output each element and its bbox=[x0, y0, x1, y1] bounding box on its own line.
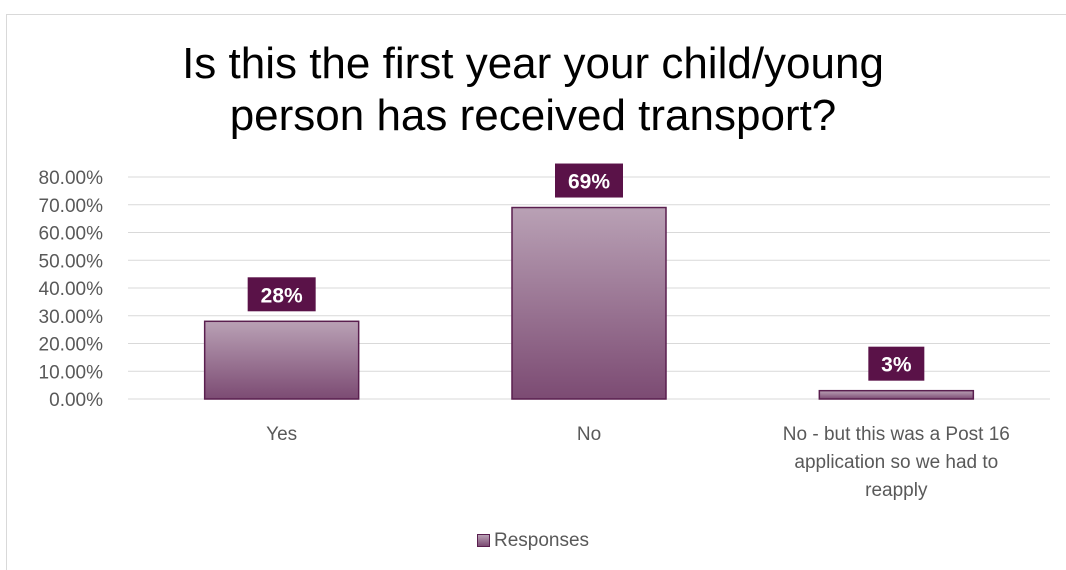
y-tick-label: 20.00% bbox=[39, 335, 104, 356]
legend-label: Responses bbox=[493, 530, 590, 551]
chart-title-line-1: Is this the first year your child/young bbox=[182, 39, 884, 88]
x-tick-label: reapply bbox=[865, 480, 928, 501]
x-tick-label: application so we had to bbox=[794, 452, 998, 473]
x-tick-label: No bbox=[577, 424, 601, 445]
data-label-box bbox=[555, 163, 623, 198]
legend: Responses bbox=[0, 530, 1066, 552]
x-tick-label: No - but this was a Post 16 bbox=[783, 424, 1010, 445]
bar bbox=[511, 206, 667, 400]
x-tick-label: Yes bbox=[266, 424, 297, 445]
data-label: 69% bbox=[568, 171, 610, 194]
y-tick-label: 30.00% bbox=[39, 307, 104, 328]
data-label: 3% bbox=[881, 354, 912, 377]
bar bbox=[203, 320, 360, 400]
y-tick-label: 40.00% bbox=[39, 279, 104, 300]
chart-title: Is this the first year your child/young … bbox=[0, 38, 1066, 142]
data-label-box bbox=[868, 346, 925, 381]
y-tick-label: 70.00% bbox=[39, 196, 104, 217]
y-tick-label: 60.00% bbox=[39, 224, 104, 245]
y-tick-label: 80.00% bbox=[39, 168, 104, 189]
legend-swatch bbox=[476, 534, 490, 547]
chart-frame bbox=[6, 14, 1066, 570]
y-tick-label: 0.00% bbox=[49, 390, 103, 411]
bar bbox=[818, 389, 975, 400]
y-tick-label: 50.00% bbox=[39, 251, 104, 272]
data-label-box bbox=[247, 277, 316, 312]
chart-title-line-2: person has received transport? bbox=[229, 91, 837, 140]
y-tick-label: 10.00% bbox=[39, 362, 104, 383]
data-label: 28% bbox=[261, 284, 303, 307]
